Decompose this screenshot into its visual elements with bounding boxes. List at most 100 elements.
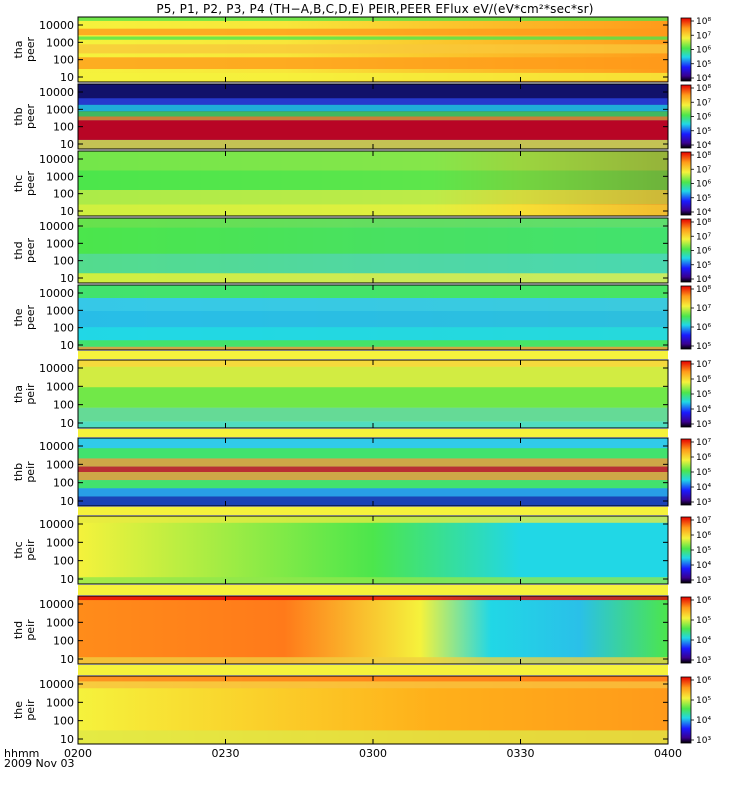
energy-band	[78, 28, 668, 36]
colorbar-tick-label: 10⁵	[696, 390, 711, 400]
x-tick-label: 0300	[359, 747, 387, 760]
panel-ylabel: peer	[24, 171, 37, 197]
energy-band	[78, 366, 668, 388]
y-tick-label: 10000	[39, 86, 74, 99]
colorbar-tick-label: 10⁸	[696, 151, 711, 161]
colorbar-tick-label: 10⁶	[696, 596, 711, 606]
colorbar-tick-label: 10⁷	[696, 31, 711, 41]
panel-separator	[78, 507, 668, 515]
colorbar-tick-label: 10⁵	[696, 60, 711, 70]
colorbar-tick-label: 10⁴	[696, 636, 711, 646]
colorbar-tick-label: 10⁶	[696, 247, 711, 257]
panel-ylabel: tha	[12, 40, 25, 58]
y-tick-label: 1000	[46, 380, 74, 393]
y-tick-label: 10	[60, 138, 74, 151]
energy-band	[78, 204, 668, 216]
y-tick-label: 10	[60, 339, 74, 352]
panel-ylabel: peir	[24, 461, 37, 483]
colorbar-tick-label: 10³	[696, 420, 711, 430]
spectrogram-panel-the-peer: 10 100 1000 10000 the peer 10⁵ 10⁶ 10⁷ 10⁸	[12, 284, 711, 359]
colorbar-tick-label: 10⁴	[696, 483, 711, 493]
colorbar-tick-label: 10⁴	[696, 208, 711, 218]
energy-band	[78, 72, 668, 81]
energy-band	[78, 170, 668, 190]
panel-ylabel: peer	[24, 104, 37, 130]
energy-band	[78, 311, 668, 328]
colorbar-tick-label: 10⁵	[696, 194, 711, 204]
energy-band	[78, 458, 668, 467]
spectrogram-panel-thc-peir: 10 100 1000 10000 thc peir 10³ 10⁴ 10⁵ 10⁶ 10⁷	[12, 515, 711, 595]
colorbar	[680, 676, 692, 744]
y-tick-label: 1000	[46, 458, 74, 471]
y-tick-label: 100	[53, 54, 74, 67]
y-tick-label: 100	[53, 715, 74, 728]
colorbar-tick-label: 10⁴	[696, 141, 711, 151]
colorbar-tick-label: 10⁵	[696, 696, 711, 706]
energy-band	[78, 111, 668, 117]
colorbar-tick-label: 10⁶	[696, 113, 711, 123]
y-tick-label: 100	[53, 555, 74, 568]
panel-ylabel: thd	[12, 621, 25, 639]
spectrogram-panel-tha-peir: 10 100 1000 10000 tha peir 10³ 10⁴ 10⁵ 10⁶ 10⁷	[12, 359, 711, 437]
colorbar-tick-label: 10⁴	[696, 405, 711, 415]
colorbar-tick-label: 10⁵	[696, 546, 711, 556]
colorbar-tick-label: 10⁸	[696, 17, 711, 27]
y-tick-label: 100	[53, 635, 74, 648]
colorbar-tick-label: 10⁵	[696, 127, 711, 137]
y-tick-label: 1000	[46, 616, 74, 629]
colorbar-tick-label: 10⁷	[696, 438, 711, 448]
chart-title: P5, P1, P2, P3, P4 (TH−A,B,C,D,E) PEIR,P…	[156, 2, 594, 16]
energy-band	[78, 448, 668, 459]
y-tick-label: 100	[53, 121, 74, 134]
y-tick-label: 1000	[46, 696, 74, 709]
colorbar-tick-label: 10⁷	[696, 165, 711, 175]
colorbar-tick-label: 10⁶	[696, 46, 711, 56]
panel-ylabel: thb	[12, 463, 25, 481]
energy-band	[78, 253, 668, 274]
y-tick-label: 10000	[39, 440, 74, 453]
colorbar-tick-label: 10⁷	[696, 304, 711, 314]
x-tick-label: 0230	[212, 747, 240, 760]
y-tick-label: 1000	[46, 36, 74, 49]
y-tick-label: 100	[53, 322, 74, 335]
panel-ylabel: peir	[24, 539, 37, 561]
panel-ylabel: thc	[12, 541, 25, 558]
energy-band	[78, 523, 668, 577]
energy-band	[78, 104, 668, 112]
spectrogram-panel-thc-peer: 10 100 1000 10000 thc peer 10⁴ 10⁵ 10⁶ 10⁷ 10⁸	[12, 150, 711, 218]
panel-ylabel: thd	[12, 241, 25, 259]
colorbar-tick-label: 10⁷	[696, 98, 711, 108]
colorbar	[680, 218, 692, 283]
colorbar-tick-label: 10⁶	[696, 453, 711, 463]
panel-ylabel: the	[12, 701, 25, 719]
y-tick-label: 10000	[39, 19, 74, 32]
colorbar-tick-label: 10⁴	[696, 275, 711, 285]
y-tick-label: 10000	[39, 678, 74, 691]
energy-band	[78, 466, 668, 472]
colorbar-tick-label: 10⁷	[696, 232, 711, 242]
colorbar	[680, 17, 692, 82]
y-tick-label: 10000	[39, 153, 74, 166]
spectrogram-panel-thb-peer: 10 100 1000 10000 thb peer 10⁴ 10⁵ 10⁶ 10⁷ 10⁸	[12, 83, 711, 151]
energy-band	[78, 688, 668, 730]
energy-band	[78, 600, 668, 657]
colorbar-tick-label: 10⁷	[696, 516, 711, 526]
spectrogram-panel-thb-peir: 10 100 1000 10000 thb peir 10³ 10⁴ 10⁵ 10⁶ 10⁷	[12, 437, 711, 515]
y-tick-label: 10000	[39, 220, 74, 233]
y-tick-label: 10	[60, 495, 74, 508]
colorbar-tick-label: 10⁴	[696, 561, 711, 571]
colorbar-tick-label: 10³	[696, 736, 711, 746]
colorbar-tick-label: 10⁵	[696, 261, 711, 271]
energy-band	[78, 44, 668, 54]
colorbar-tick-label: 10⁵	[696, 616, 711, 626]
colorbar	[680, 360, 692, 428]
colorbar-tick-label: 10⁴	[696, 74, 711, 84]
panel-ylabel: peer	[24, 238, 37, 264]
energy-band	[78, 438, 668, 449]
y-tick-label: 10000	[39, 287, 74, 300]
colorbar-tick-label: 10⁸	[696, 218, 711, 228]
colorbar-tick-label: 10⁶	[696, 676, 711, 686]
energy-band	[78, 387, 668, 408]
y-tick-label: 1000	[46, 304, 74, 317]
